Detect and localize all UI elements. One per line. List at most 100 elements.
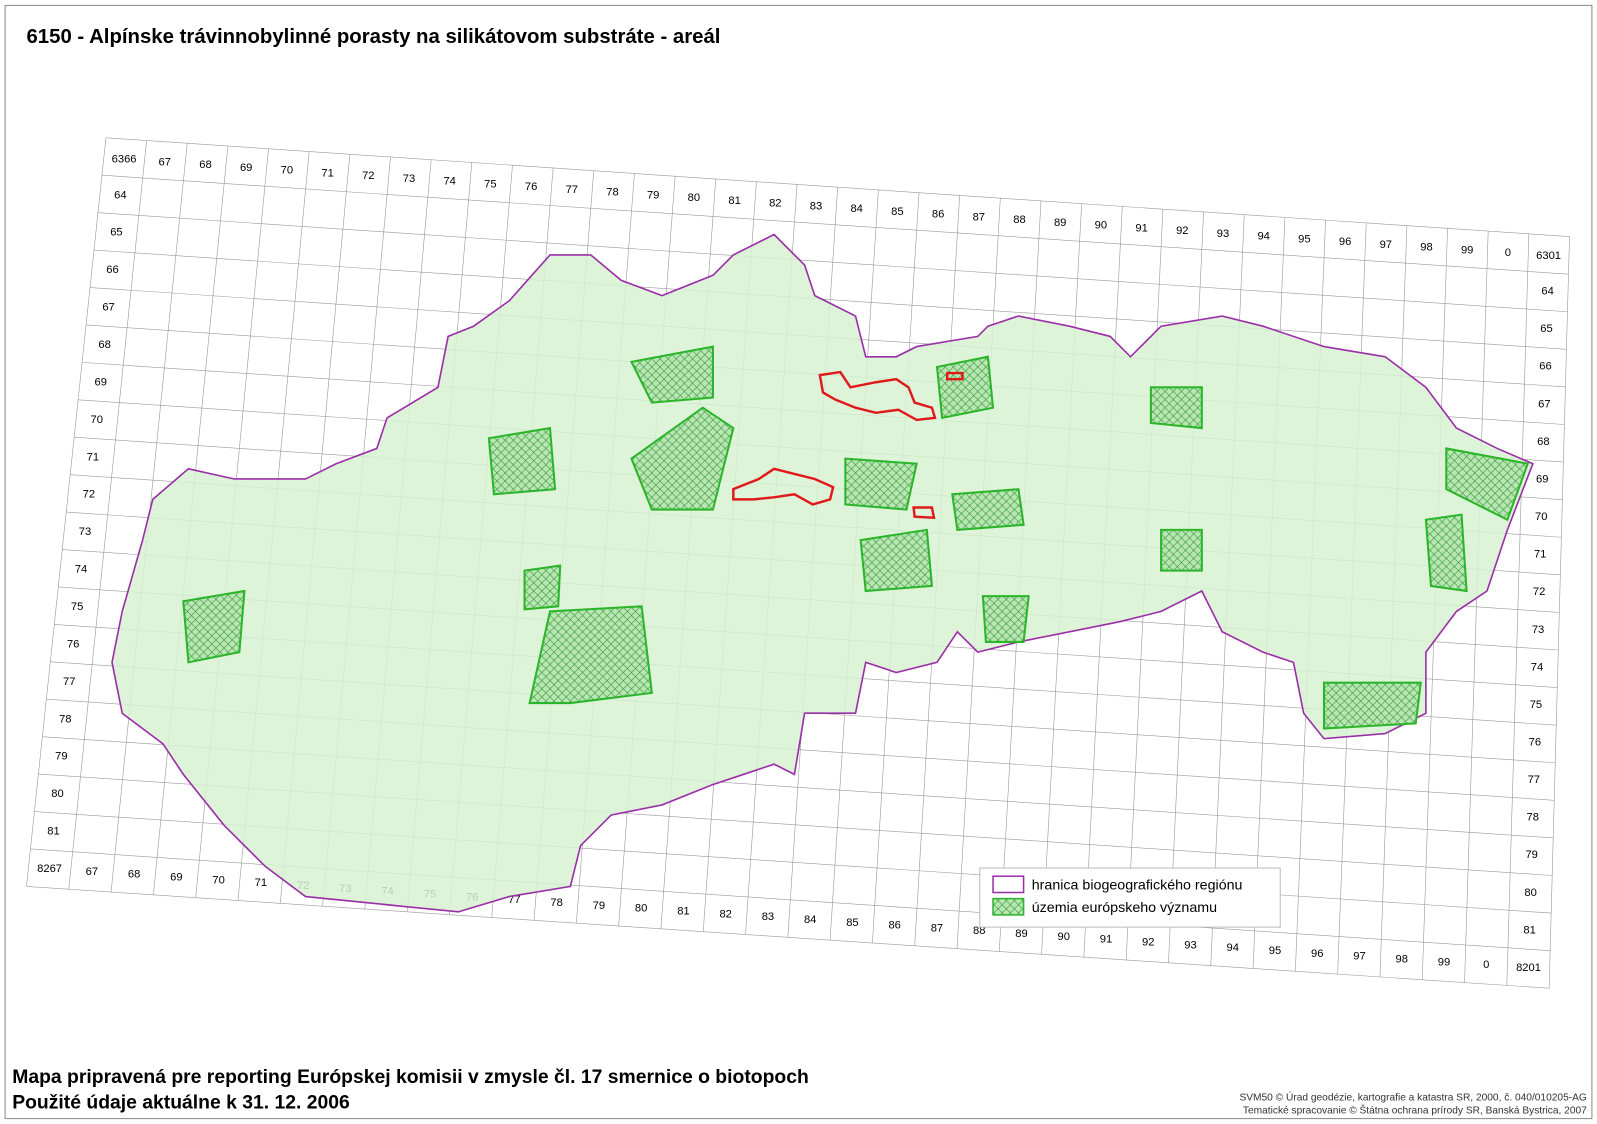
- habitat-area: [732, 370, 964, 519]
- grid-label: 82: [769, 198, 781, 210]
- grid-label: 95: [1269, 945, 1281, 957]
- grid-label: 75: [71, 601, 83, 613]
- grid-label: 67: [102, 302, 114, 314]
- grid-label: 70: [1535, 511, 1547, 523]
- grid-label: 98: [1396, 954, 1408, 966]
- grid-label: 99: [1461, 244, 1473, 256]
- grid-label: 74: [75, 564, 87, 576]
- grid-label: 64: [114, 189, 126, 201]
- grid-label: 8267: [37, 863, 62, 875]
- grid-label: 6366: [112, 154, 137, 166]
- grid-label: 71: [87, 451, 99, 463]
- grid-label: 98: [1420, 242, 1432, 254]
- grid-label: 76: [67, 638, 79, 650]
- grid-line: [26, 886, 1550, 989]
- grid-label: 97: [1380, 239, 1392, 251]
- grid-label: 97: [1353, 951, 1365, 963]
- grid-label: 89: [1054, 217, 1066, 229]
- grid-label: 0: [1505, 247, 1511, 259]
- grid-label: 80: [688, 192, 700, 204]
- grid-label: 79: [593, 900, 605, 912]
- grid-label: 66: [106, 264, 118, 276]
- grid-label: 94: [1227, 942, 1239, 954]
- grid-label: 84: [850, 203, 862, 215]
- grid-label: 79: [647, 189, 659, 201]
- grid-label: 99: [1438, 956, 1450, 968]
- legend-swatch: [992, 897, 1025, 916]
- grid-label: 71: [255, 877, 267, 889]
- grid-label: 67: [86, 866, 98, 878]
- grid-label: 88: [973, 925, 985, 937]
- credit-line: Tematické spracovanie © Štátna ochrana p…: [1243, 1104, 1587, 1117]
- grid-label: 68: [1537, 436, 1549, 448]
- grid-label: 80: [635, 903, 647, 915]
- grid-label: 72: [83, 489, 95, 501]
- grid-label: 77: [63, 676, 75, 688]
- footer-line: Použité údaje aktuálne k 31. 12. 2006: [12, 1091, 350, 1113]
- legend-label: územia európskeho významu: [1032, 900, 1217, 916]
- grid-label: 83: [810, 200, 822, 212]
- grid-label: 92: [1142, 937, 1154, 949]
- grid-label: 70: [91, 414, 103, 426]
- grid-line: [105, 137, 1570, 237]
- legend: hranica biogeografického regiónu územia …: [979, 867, 1281, 928]
- grid-label: 77: [508, 894, 520, 906]
- grid-label: 70: [212, 874, 224, 886]
- grid-label: 68: [98, 339, 110, 351]
- grid-label: 68: [199, 159, 211, 171]
- grid-label: 94: [1257, 231, 1269, 243]
- grid-label: 83: [762, 911, 774, 923]
- grid-label: 95: [1298, 233, 1310, 245]
- grid-label: 69: [94, 376, 106, 388]
- grid-label: 78: [606, 187, 618, 199]
- legend-swatch: [992, 875, 1025, 894]
- grid-label: 71: [1534, 549, 1546, 561]
- grid-label: 86: [932, 209, 944, 221]
- grid-label: 66: [1539, 361, 1551, 373]
- grid-label: 92: [1176, 225, 1188, 237]
- grid-label: 91: [1135, 222, 1147, 234]
- grid-label: 71: [321, 167, 333, 179]
- grid-label: 78: [59, 713, 71, 725]
- grid-label: 96: [1339, 236, 1351, 248]
- grid-label: 79: [55, 751, 67, 763]
- grid-label: 64: [1541, 286, 1553, 298]
- grid-label: 77: [566, 184, 578, 196]
- grid-label: 80: [1524, 887, 1536, 899]
- grid-label: 93: [1217, 228, 1229, 240]
- grid-label: 84: [804, 914, 816, 926]
- grid-label: 90: [1095, 220, 1107, 232]
- country: [111, 233, 1534, 913]
- grid-label: 81: [47, 826, 59, 838]
- grid-label: 79: [1525, 849, 1537, 861]
- grid-label: 80: [51, 788, 63, 800]
- grid-label: 82: [719, 908, 731, 920]
- grid-label: 75: [1530, 699, 1542, 711]
- credit-line: SVM50 © Úrad geodézie, kartografie a kat…: [1239, 1090, 1586, 1103]
- protected-areas: [182, 345, 1530, 730]
- grid-label: 78: [1527, 812, 1539, 824]
- grid-label: 69: [240, 162, 252, 174]
- grid-label: 85: [846, 917, 858, 929]
- grid-line: [93, 249, 1567, 350]
- grid-label: 67: [159, 156, 171, 168]
- footer-line: Mapa pripravená pre reporting Európskej …: [12, 1066, 809, 1088]
- grid-label: 74: [443, 176, 455, 188]
- grid-label: 87: [931, 922, 943, 934]
- grid-label: 72: [1533, 586, 1545, 598]
- grid-line: [97, 212, 1568, 313]
- legend-box: [979, 867, 1281, 928]
- grid-label: 69: [1536, 473, 1548, 485]
- grid-label: 93: [1184, 939, 1196, 951]
- grid-label: 96: [1311, 948, 1323, 960]
- grid-label: 73: [403, 173, 415, 185]
- grid-label: 75: [484, 178, 496, 190]
- grid-label: 67: [1538, 398, 1550, 410]
- grid-label: 69: [170, 872, 182, 884]
- grid-label: 73: [1532, 624, 1544, 636]
- grid-label: 0: [1483, 959, 1489, 971]
- grid-label: 70: [281, 165, 293, 177]
- grid-label: 78: [550, 897, 562, 909]
